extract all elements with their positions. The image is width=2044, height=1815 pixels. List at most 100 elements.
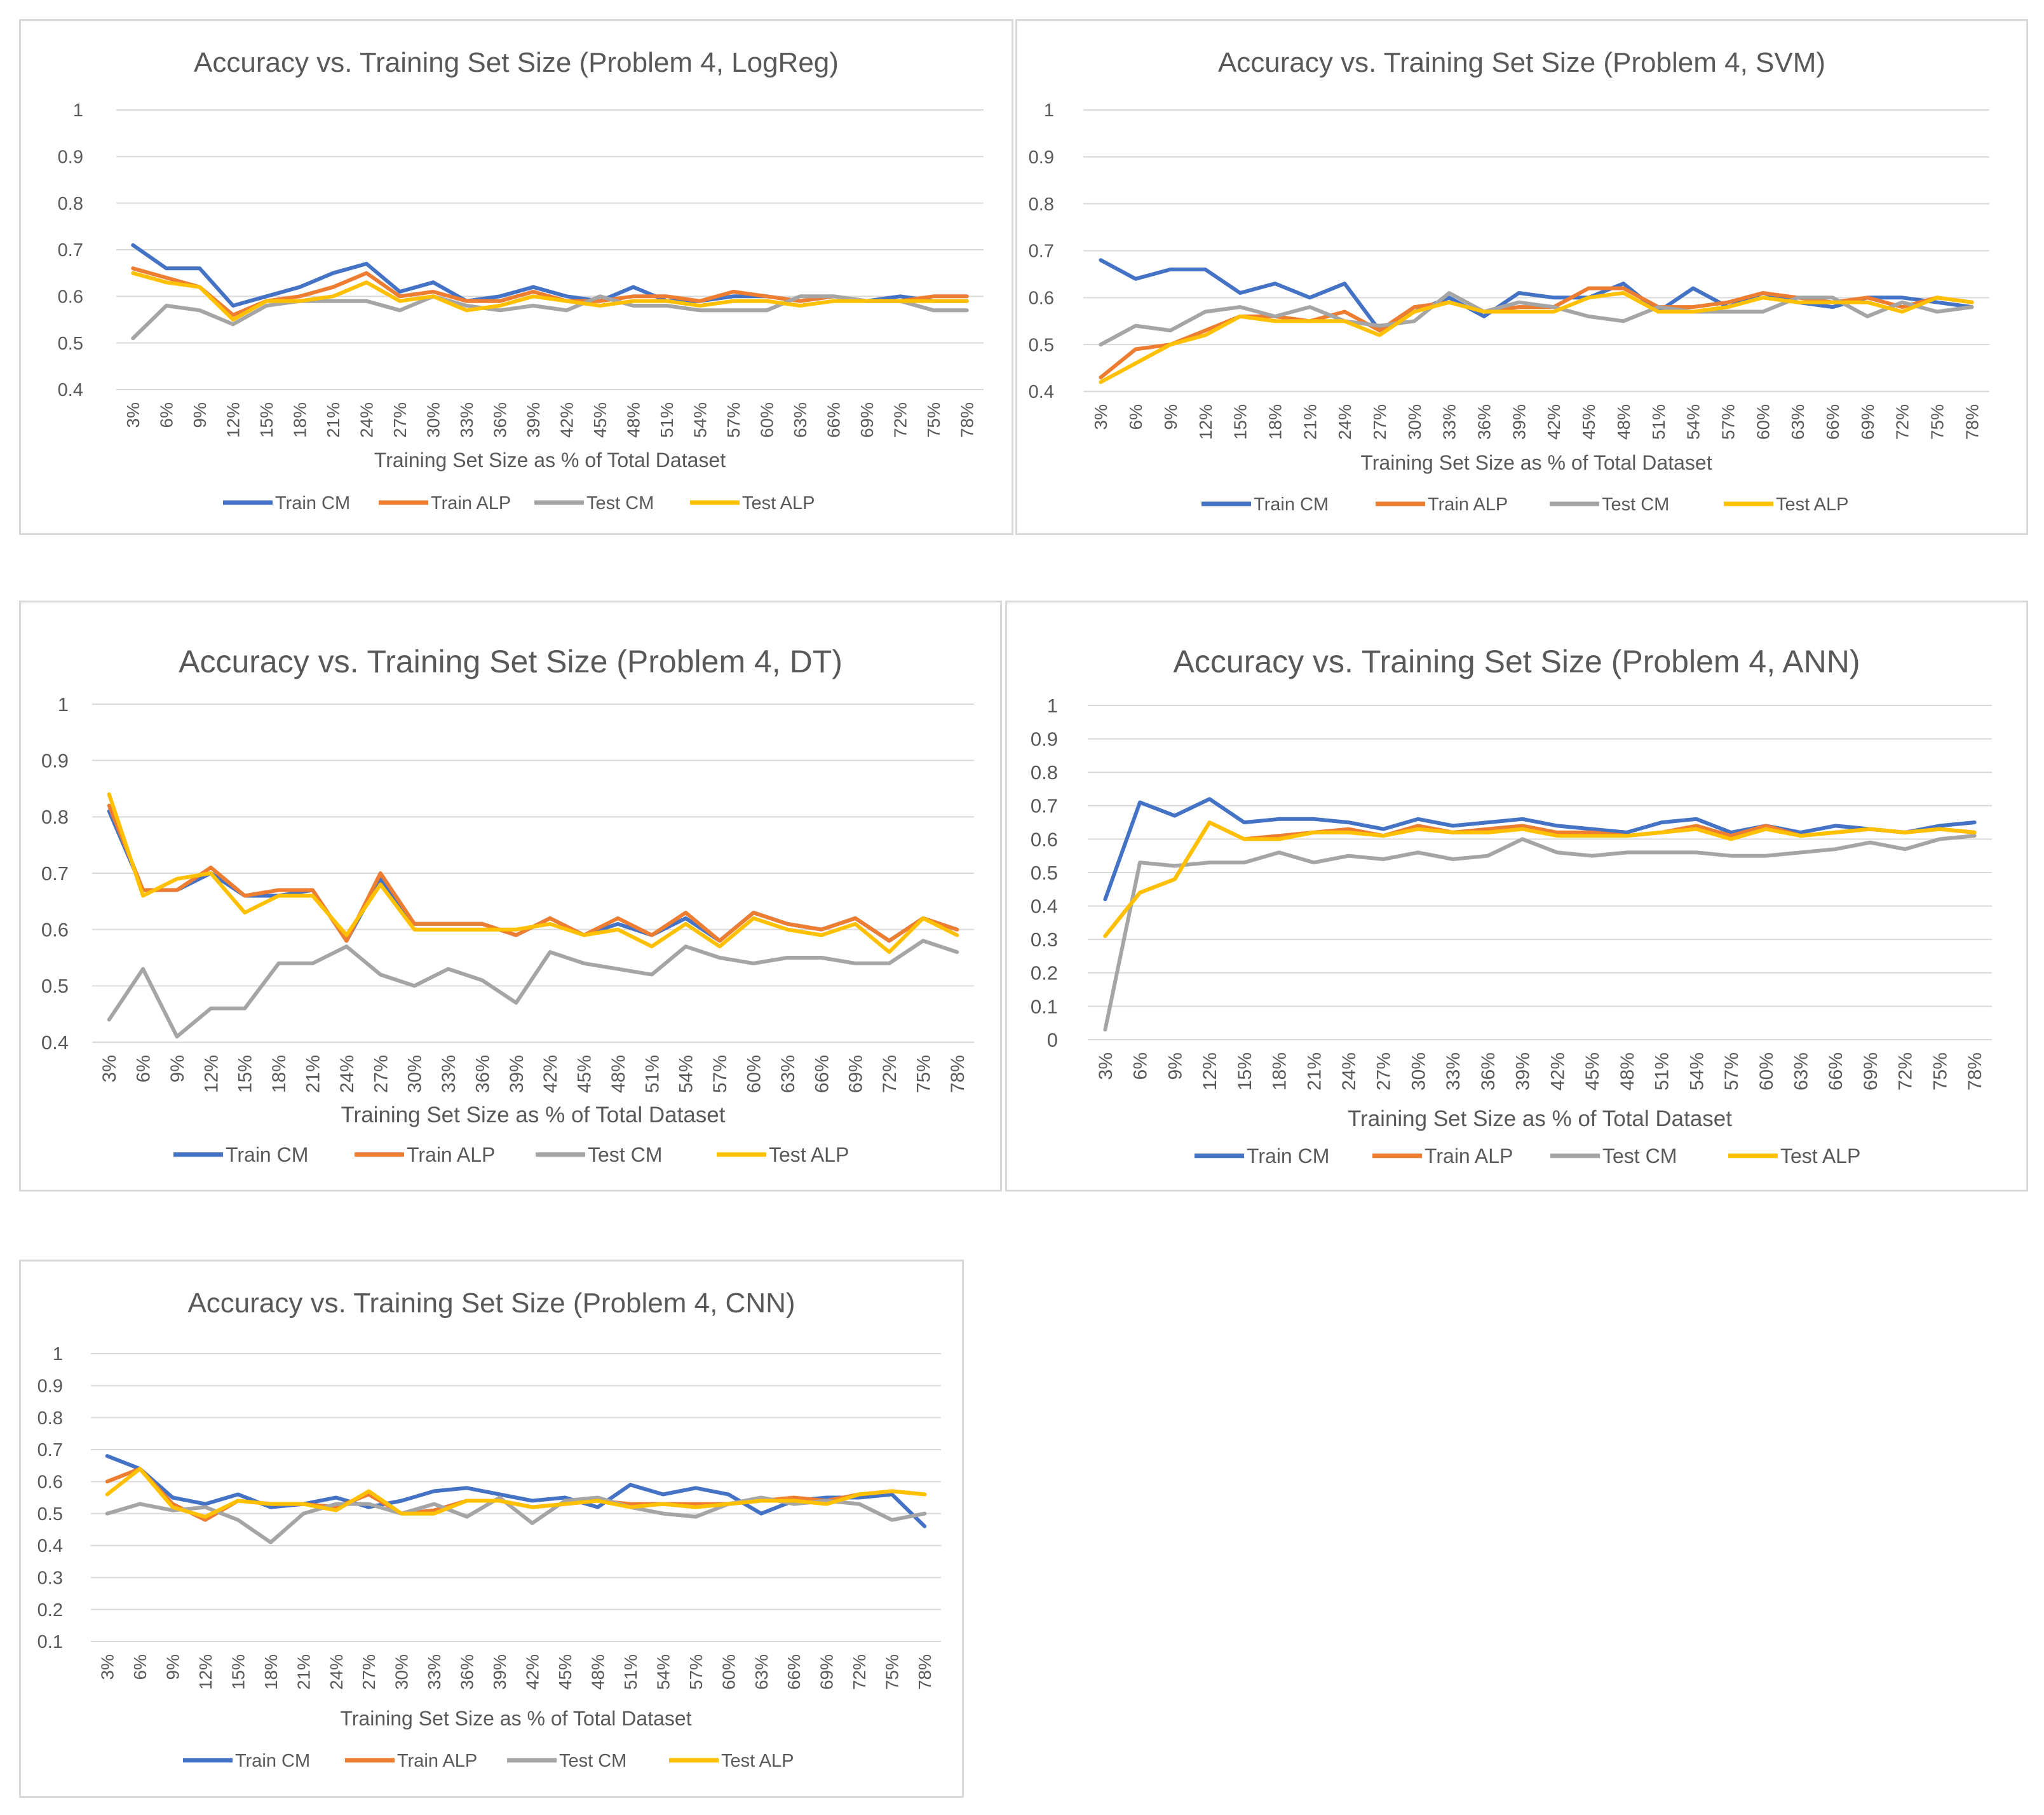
- x-tick-label: 45%: [555, 1654, 575, 1690]
- x-tick-label: 3%: [1095, 1052, 1116, 1080]
- chart-cnn: Accuracy vs. Training Set Size (Problem …: [37, 1288, 941, 1771]
- y-tick-label: 0.6: [37, 1472, 63, 1492]
- x-tick-label: 51%: [621, 1654, 640, 1690]
- x-tick-label: 66%: [811, 1055, 832, 1093]
- x-tick-label: 12%: [201, 1055, 222, 1093]
- x-tick-label: 57%: [710, 1055, 731, 1093]
- x-tick-label: 24%: [327, 1654, 346, 1690]
- legend-label-train-cm: Train CM: [1247, 1145, 1329, 1167]
- series-line-test-alp: [131, 271, 969, 322]
- x-tick-label: 3%: [99, 1055, 120, 1082]
- x-tick-label: 18%: [1265, 404, 1285, 440]
- x-tick-label: 6%: [1126, 404, 1146, 430]
- y-tick-label: 0.9: [1031, 728, 1058, 750]
- legend-label-train-alp: Train ALP: [1428, 494, 1508, 515]
- y-tick-label: 0.7: [37, 1440, 63, 1460]
- chart-title: Accuracy vs. Training Set Size (Problem …: [179, 644, 843, 679]
- x-tick-label: 51%: [642, 1055, 663, 1093]
- x-tick-label: 18%: [1269, 1052, 1290, 1091]
- x-tick-label: 75%: [913, 1055, 934, 1093]
- x-tick-label: 54%: [676, 1055, 697, 1093]
- x-tick-label: 66%: [1823, 404, 1843, 440]
- y-tick-label: 0.8: [41, 806, 69, 828]
- legend-label-train-cm: Train CM: [1254, 494, 1329, 515]
- x-tick-label: 48%: [624, 402, 644, 438]
- x-tick-label: 21%: [1304, 1052, 1325, 1091]
- x-tick-label: 57%: [1718, 404, 1738, 440]
- legend-label-train-alp: Train ALP: [1425, 1145, 1513, 1167]
- x-tick-label: 57%: [1721, 1052, 1742, 1091]
- y-tick-label: 0.7: [58, 240, 83, 261]
- x-tick-label: 75%: [883, 1654, 902, 1690]
- chart-dt: Accuracy vs. Training Set Size (Problem …: [41, 644, 974, 1166]
- x-axis-label: Training Set Size as % of Total Dataset: [1348, 1106, 1732, 1131]
- x-tick-label: 69%: [817, 1654, 837, 1690]
- x-tick-label: 51%: [657, 402, 677, 438]
- chart-logreg: Accuracy vs. Training Set Size (Problem …: [58, 47, 984, 513]
- x-tick-label: 69%: [1860, 1052, 1881, 1091]
- x-tick-label: 60%: [719, 1654, 738, 1690]
- x-tick-label: 21%: [1300, 404, 1320, 440]
- y-tick-label: 0.8: [1029, 194, 1054, 215]
- x-tick-label: 51%: [1652, 1052, 1673, 1091]
- legend-label-test-cm: Test CM: [588, 1143, 662, 1166]
- x-tick-label: 15%: [1235, 1052, 1256, 1091]
- x-tick-label: 24%: [337, 1055, 358, 1093]
- y-tick-label: 0.8: [37, 1408, 63, 1429]
- legend-label-test-cm: Test CM: [559, 1751, 626, 1771]
- x-tick-label: 12%: [1200, 1052, 1221, 1091]
- y-tick-label: 0.6: [1031, 828, 1058, 850]
- chart-panel-ann: Accuracy vs. Training Set Size (Problem …: [1005, 601, 2028, 1192]
- x-tick-label: 72%: [1893, 404, 1912, 440]
- x-axis-label: Training Set Size as % of Total Dataset: [1360, 451, 1712, 474]
- x-tick-label: 45%: [1582, 1052, 1603, 1091]
- series-line-test-cm: [1103, 834, 1977, 1032]
- x-tick-label: 27%: [1374, 1052, 1395, 1091]
- x-tick-label: 6%: [130, 1654, 150, 1680]
- y-tick-label: 0.3: [37, 1568, 63, 1588]
- series-line-test-cm: [1099, 291, 1974, 347]
- x-axis-label: Training Set Size as % of Total Dataset: [340, 1707, 691, 1730]
- series-line-test-alp: [105, 1467, 927, 1519]
- y-tick-label: 0.3: [1031, 928, 1058, 951]
- x-tick-label: 24%: [1335, 404, 1355, 440]
- x-tick-label: 39%: [524, 402, 543, 438]
- legend-label-test-alp: Test ALP: [742, 493, 815, 513]
- x-tick-label: 78%: [1962, 404, 1982, 440]
- legend-label-test-cm: Test CM: [1602, 1145, 1677, 1167]
- legend-label-train-alp: Train ALP: [431, 493, 511, 513]
- x-tick-label: 72%: [849, 1654, 869, 1690]
- x-tick-label: 75%: [1928, 404, 1947, 440]
- series-line-test-alp: [1103, 820, 1977, 938]
- y-tick-label: 0.4: [41, 1031, 69, 1054]
- legend-label-train-cm: Train CM: [235, 1751, 310, 1771]
- legend-label-test-alp: Test ALP: [1776, 494, 1848, 515]
- x-tick-label: 60%: [757, 402, 777, 438]
- x-tick-label: 6%: [133, 1055, 154, 1082]
- x-tick-label: 3%: [123, 402, 143, 428]
- x-tick-label: 30%: [1408, 1052, 1429, 1091]
- chart-title: Accuracy vs. Training Set Size (Problem …: [1218, 47, 1825, 78]
- y-tick-label: 0.5: [58, 334, 83, 354]
- y-tick-label: 0.9: [37, 1376, 63, 1396]
- legend-label-test-alp: Test ALP: [769, 1143, 849, 1166]
- x-tick-label: 42%: [557, 402, 577, 438]
- x-tick-label: 27%: [359, 1654, 379, 1690]
- y-tick-label: 0.6: [1029, 288, 1054, 308]
- y-tick-label: 0.9: [41, 750, 69, 772]
- legend-label-test-cm: Test CM: [1602, 494, 1669, 515]
- x-tick-label: 60%: [1756, 1052, 1777, 1091]
- series-line-test-alp: [107, 792, 959, 955]
- x-tick-label: 39%: [1509, 404, 1529, 440]
- y-tick-label: 0.8: [58, 194, 83, 214]
- y-tick-label: 0.4: [58, 380, 83, 400]
- x-tick-label: 18%: [269, 1055, 290, 1093]
- x-tick-label: 36%: [1475, 404, 1494, 440]
- series-line-test-alp: [1099, 291, 1974, 384]
- x-tick-label: 42%: [523, 1654, 543, 1690]
- legend-label-train-cm: Train CM: [275, 493, 350, 513]
- legend-label-train-alp: Train ALP: [397, 1751, 477, 1771]
- legend-label-test-alp: Test ALP: [1780, 1145, 1860, 1167]
- x-tick-label: 33%: [438, 1055, 459, 1093]
- y-tick-label: 1: [1047, 695, 1058, 717]
